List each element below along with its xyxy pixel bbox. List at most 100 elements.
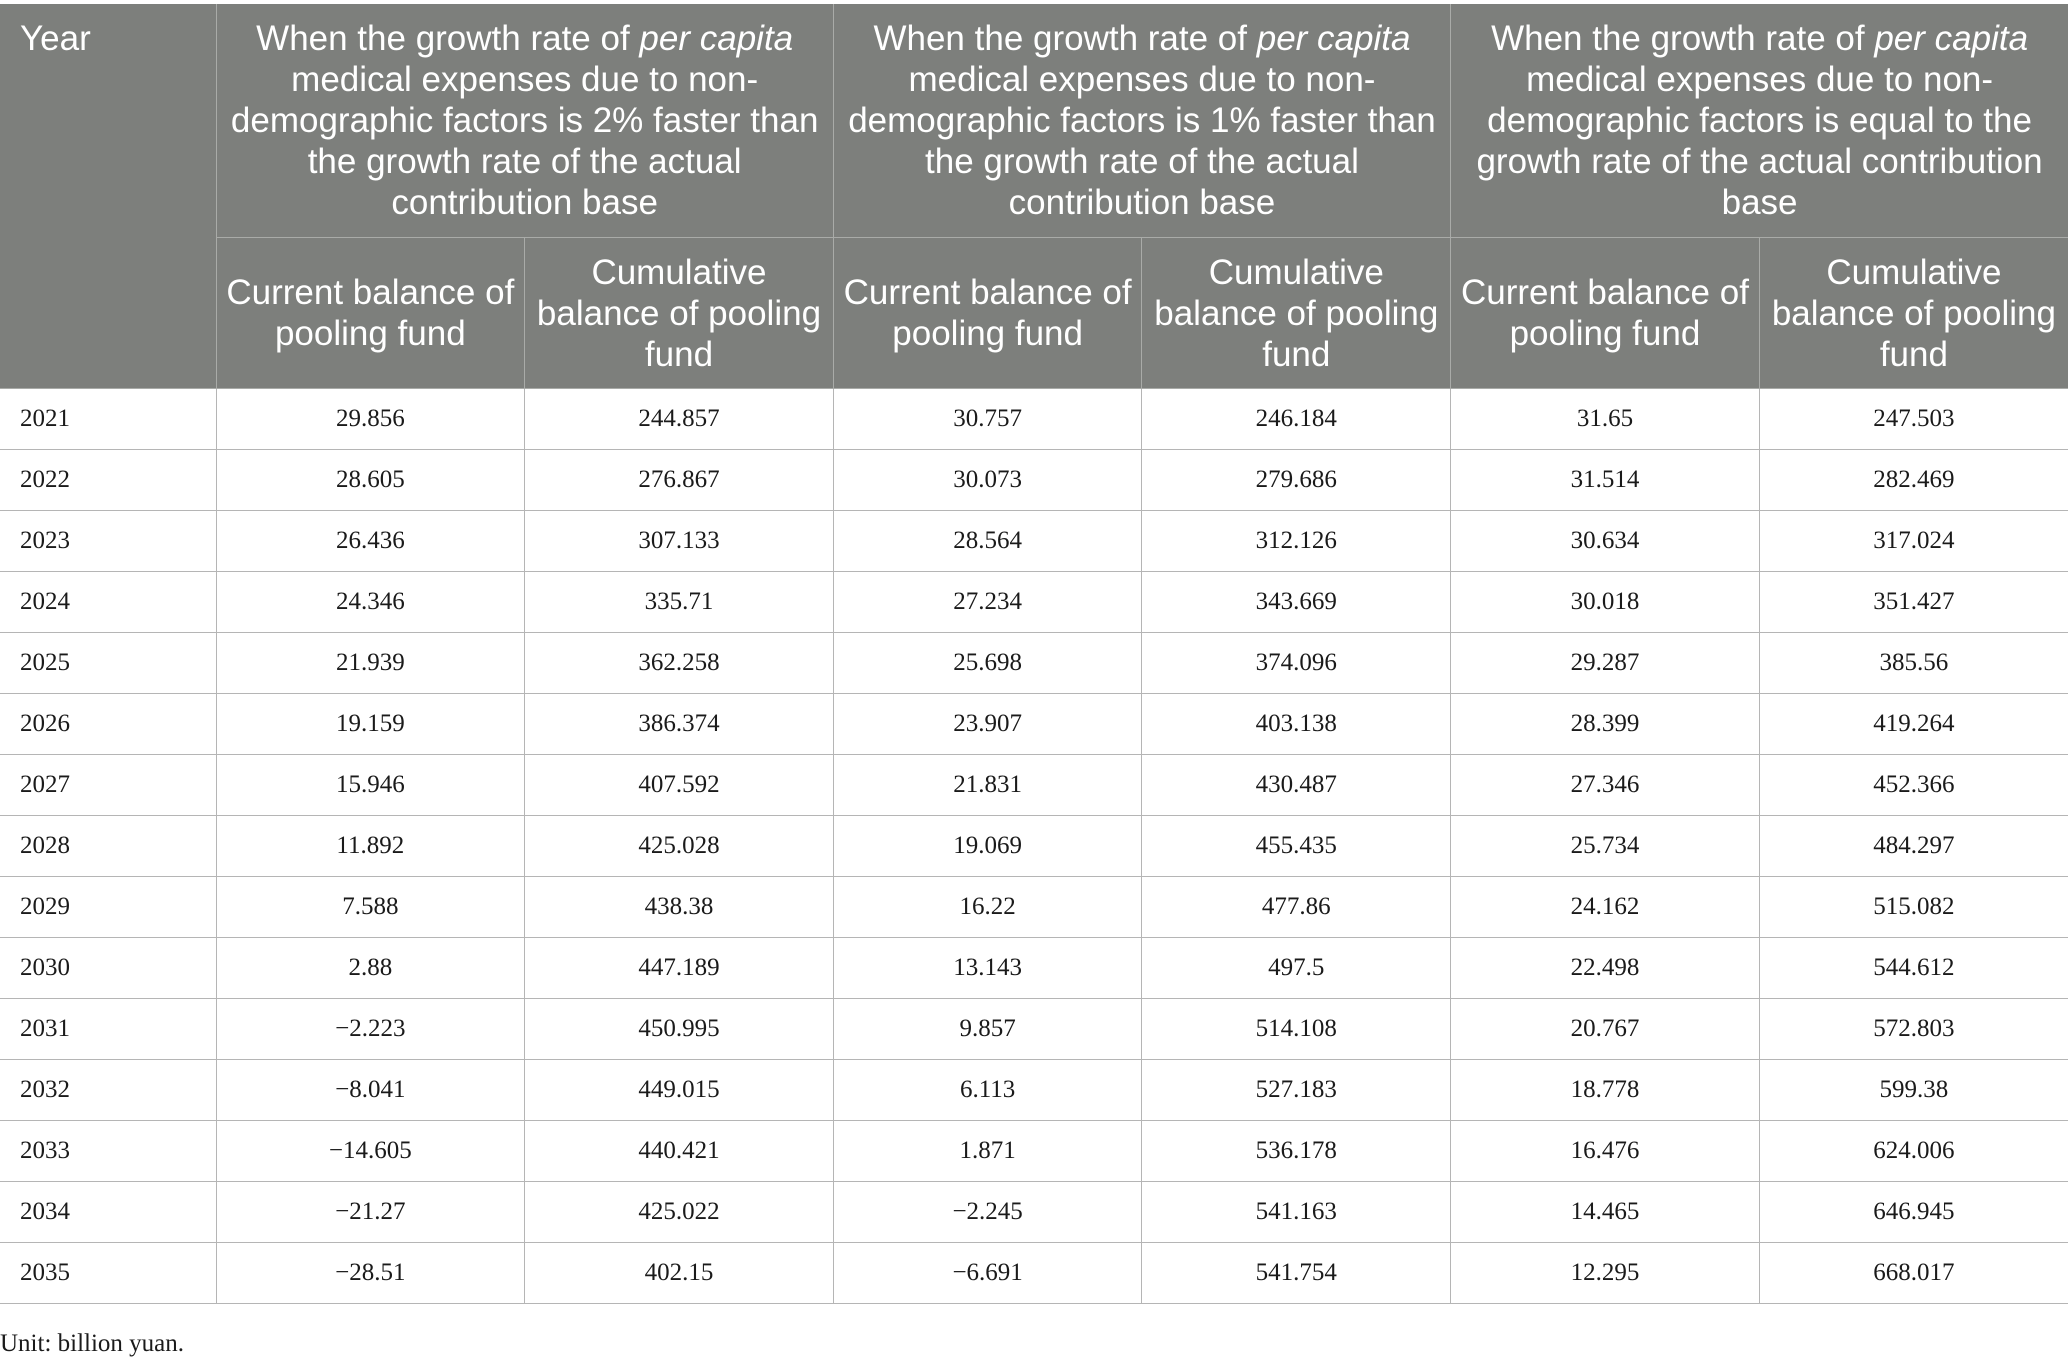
cumulative-balance-cell: 599.38 (1758, 1059, 2068, 1121)
cumulative-balance-cell: 247.503 (1758, 388, 2068, 450)
current-balance-cell: 20.767 (1450, 998, 1760, 1060)
current-balance-cell: −2.245 (832, 1181, 1143, 1243)
current-balance-cell: 27.234 (832, 571, 1143, 633)
current-balance-cell: 30.634 (1450, 510, 1760, 572)
cumulative-balance-cell: 447.189 (524, 937, 834, 999)
sub-header-cumulative-balance: Cumulative balance of pooling fund (1758, 237, 2068, 389)
current-balance-cell: 29.287 (1450, 632, 1760, 694)
cumulative-balance-cell: 312.126 (1141, 510, 1452, 572)
current-balance-cell: 9.857 (832, 998, 1143, 1060)
table-container: Year When the growth rate of per capita … (0, 4, 2068, 1304)
table-row: 2028 11.892 425.028 19.069 455.435 25.734 484.… (0, 815, 2068, 877)
current-balance-cell: 6.113 (832, 1059, 1143, 1121)
current-balance-cell: 2.88 (215, 937, 526, 999)
cumulative-balance-cell: 527.183 (1141, 1059, 1452, 1121)
cumulative-balance-cell: 425.022 (524, 1181, 834, 1243)
current-balance-cell: 25.734 (1450, 815, 1760, 877)
cumulative-balance-cell: 541.163 (1141, 1181, 1452, 1243)
year-cell: 2031 (0, 998, 217, 1060)
current-balance-cell: 15.946 (215, 754, 526, 816)
cumulative-balance-cell: 244.857 (524, 388, 834, 450)
year-cell: 2032 (0, 1059, 217, 1121)
table-row: 2026 19.159 386.374 23.907 403.138 28.399 419.… (0, 693, 2068, 755)
table-row: 2034 −21.27 425.022 −2.245 541.163 14.465 646.… (0, 1181, 2068, 1243)
current-balance-cell: 18.778 (1450, 1059, 1760, 1121)
cumulative-balance-cell: 276.867 (524, 449, 834, 511)
cumulative-balance-cell: 282.469 (1758, 449, 2068, 511)
cumulative-balance-cell: 515.082 (1758, 876, 2068, 938)
table-row: 2030 2.88 447.189 13.143 497.5 22.498 544.612 (0, 937, 2068, 999)
year-cell: 2021 (0, 388, 217, 450)
cumulative-balance-cell: 430.487 (1141, 754, 1452, 816)
cumulative-balance-cell: 497.5 (1141, 937, 1452, 999)
current-balance-cell: 30.073 (832, 449, 1143, 511)
year-cell: 2027 (0, 754, 217, 816)
cumulative-balance-cell: 484.297 (1758, 815, 2068, 877)
scenario-header-2pct: When the growth rate of per capita medic… (215, 4, 834, 238)
cumulative-balance-cell: 307.133 (524, 510, 834, 572)
year-cell: 2028 (0, 815, 217, 877)
current-balance-cell: 19.159 (215, 693, 526, 755)
sub-header-current-balance: Current balance of pooling fund (215, 237, 526, 389)
cumulative-balance-cell: 668.017 (1758, 1242, 2068, 1304)
cumulative-balance-cell: 279.686 (1141, 449, 1452, 511)
current-balance-cell: 11.892 (215, 815, 526, 877)
year-cell: 2029 (0, 876, 217, 938)
current-balance-cell: 19.069 (832, 815, 1143, 877)
table-row: 2022 28.605 276.867 30.073 279.686 31.514 282.… (0, 449, 2068, 511)
sub-header-cumulative-balance: Cumulative balance of pooling fund (524, 237, 834, 389)
cumulative-balance-cell: 536.178 (1141, 1120, 1452, 1182)
table-row: 2032 −8.041 449.015 6.113 527.183 18.778 599.3… (0, 1059, 2068, 1121)
cumulative-balance-cell: 335.71 (524, 571, 834, 633)
current-balance-cell: 30.018 (1450, 571, 1760, 633)
table-body: 2021 29.856 244.857 30.757 246.184 31.65 247.5… (0, 388, 2068, 1304)
cumulative-balance-cell: 386.374 (524, 693, 834, 755)
current-balance-cell: 25.698 (832, 632, 1143, 694)
current-balance-cell: −8.041 (215, 1059, 526, 1121)
sub-header-cumulative-balance: Cumulative balance of pooling fund (1141, 237, 1452, 389)
current-balance-cell: 13.143 (832, 937, 1143, 999)
current-balance-cell: 21.831 (832, 754, 1143, 816)
cumulative-balance-cell: 438.38 (524, 876, 834, 938)
current-balance-cell: −28.51 (215, 1242, 526, 1304)
current-balance-cell: 21.939 (215, 632, 526, 694)
table-row: 2023 26.436 307.133 28.564 312.126 30.634 317.… (0, 510, 2068, 572)
cumulative-balance-cell: 449.015 (524, 1059, 834, 1121)
current-balance-cell: 29.856 (215, 388, 526, 450)
cumulative-balance-cell: 541.754 (1141, 1242, 1452, 1304)
year-cell: 2024 (0, 571, 217, 633)
scenario-header-1pct: When the growth rate of per capita medic… (832, 4, 1452, 238)
table-row: 2033 −14.605 440.421 1.871 536.178 16.476 624.… (0, 1120, 2068, 1182)
cumulative-balance-cell: 343.669 (1141, 571, 1452, 633)
year-cell: 2030 (0, 937, 217, 999)
current-balance-cell: 7.588 (215, 876, 526, 938)
cumulative-balance-cell: 419.264 (1758, 693, 2068, 755)
current-balance-cell: 26.436 (215, 510, 526, 572)
current-balance-cell: 30.757 (832, 388, 1143, 450)
cumulative-balance-cell: 351.427 (1758, 571, 2068, 633)
cumulative-balance-cell: 374.096 (1141, 632, 1452, 694)
table-row: 2029 7.588 438.38 16.22 477.86 24.162 515.082 (0, 876, 2068, 938)
cumulative-balance-cell: 624.006 (1758, 1120, 2068, 1182)
table-row: 2027 15.946 407.592 21.831 430.487 27.346 452.… (0, 754, 2068, 816)
current-balance-cell: 31.514 (1450, 449, 1760, 511)
cumulative-balance-cell: 452.366 (1758, 754, 2068, 816)
cumulative-balance-cell: 646.945 (1758, 1181, 2068, 1243)
cumulative-balance-cell: 477.86 (1141, 876, 1452, 938)
current-balance-cell: 27.346 (1450, 754, 1760, 816)
year-cell: 2035 (0, 1242, 217, 1304)
cumulative-balance-cell: 425.028 (524, 815, 834, 877)
year-cell: 2022 (0, 449, 217, 511)
current-balance-cell: 28.564 (832, 510, 1143, 572)
current-balance-cell: 16.476 (1450, 1120, 1760, 1182)
table-row: 2024 24.346 335.71 27.234 343.669 30.018 351.4… (0, 571, 2068, 633)
current-balance-cell: −14.605 (215, 1120, 526, 1182)
year-cell: 2025 (0, 632, 217, 694)
current-balance-cell: 12.295 (1450, 1242, 1760, 1304)
cumulative-balance-cell: 455.435 (1141, 815, 1452, 877)
cumulative-balance-cell: 450.995 (524, 998, 834, 1060)
table-header: Year When the growth rate of per capita … (0, 4, 2068, 389)
current-balance-cell: 24.346 (215, 571, 526, 633)
cumulative-balance-cell: 572.803 (1758, 998, 2068, 1060)
current-balance-cell: 28.399 (1450, 693, 1760, 755)
